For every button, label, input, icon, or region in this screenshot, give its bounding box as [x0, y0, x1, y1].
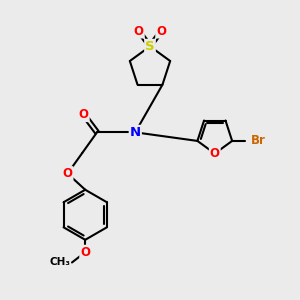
Text: CH₃: CH₃	[50, 257, 70, 268]
Text: O: O	[79, 108, 89, 121]
Text: S: S	[145, 40, 155, 53]
Text: Br: Br	[251, 134, 266, 147]
Text: N: N	[130, 126, 141, 139]
Text: O: O	[210, 147, 220, 160]
Text: O: O	[156, 25, 166, 38]
Text: O: O	[134, 25, 144, 38]
Text: O: O	[80, 246, 90, 259]
Text: O: O	[63, 167, 73, 180]
